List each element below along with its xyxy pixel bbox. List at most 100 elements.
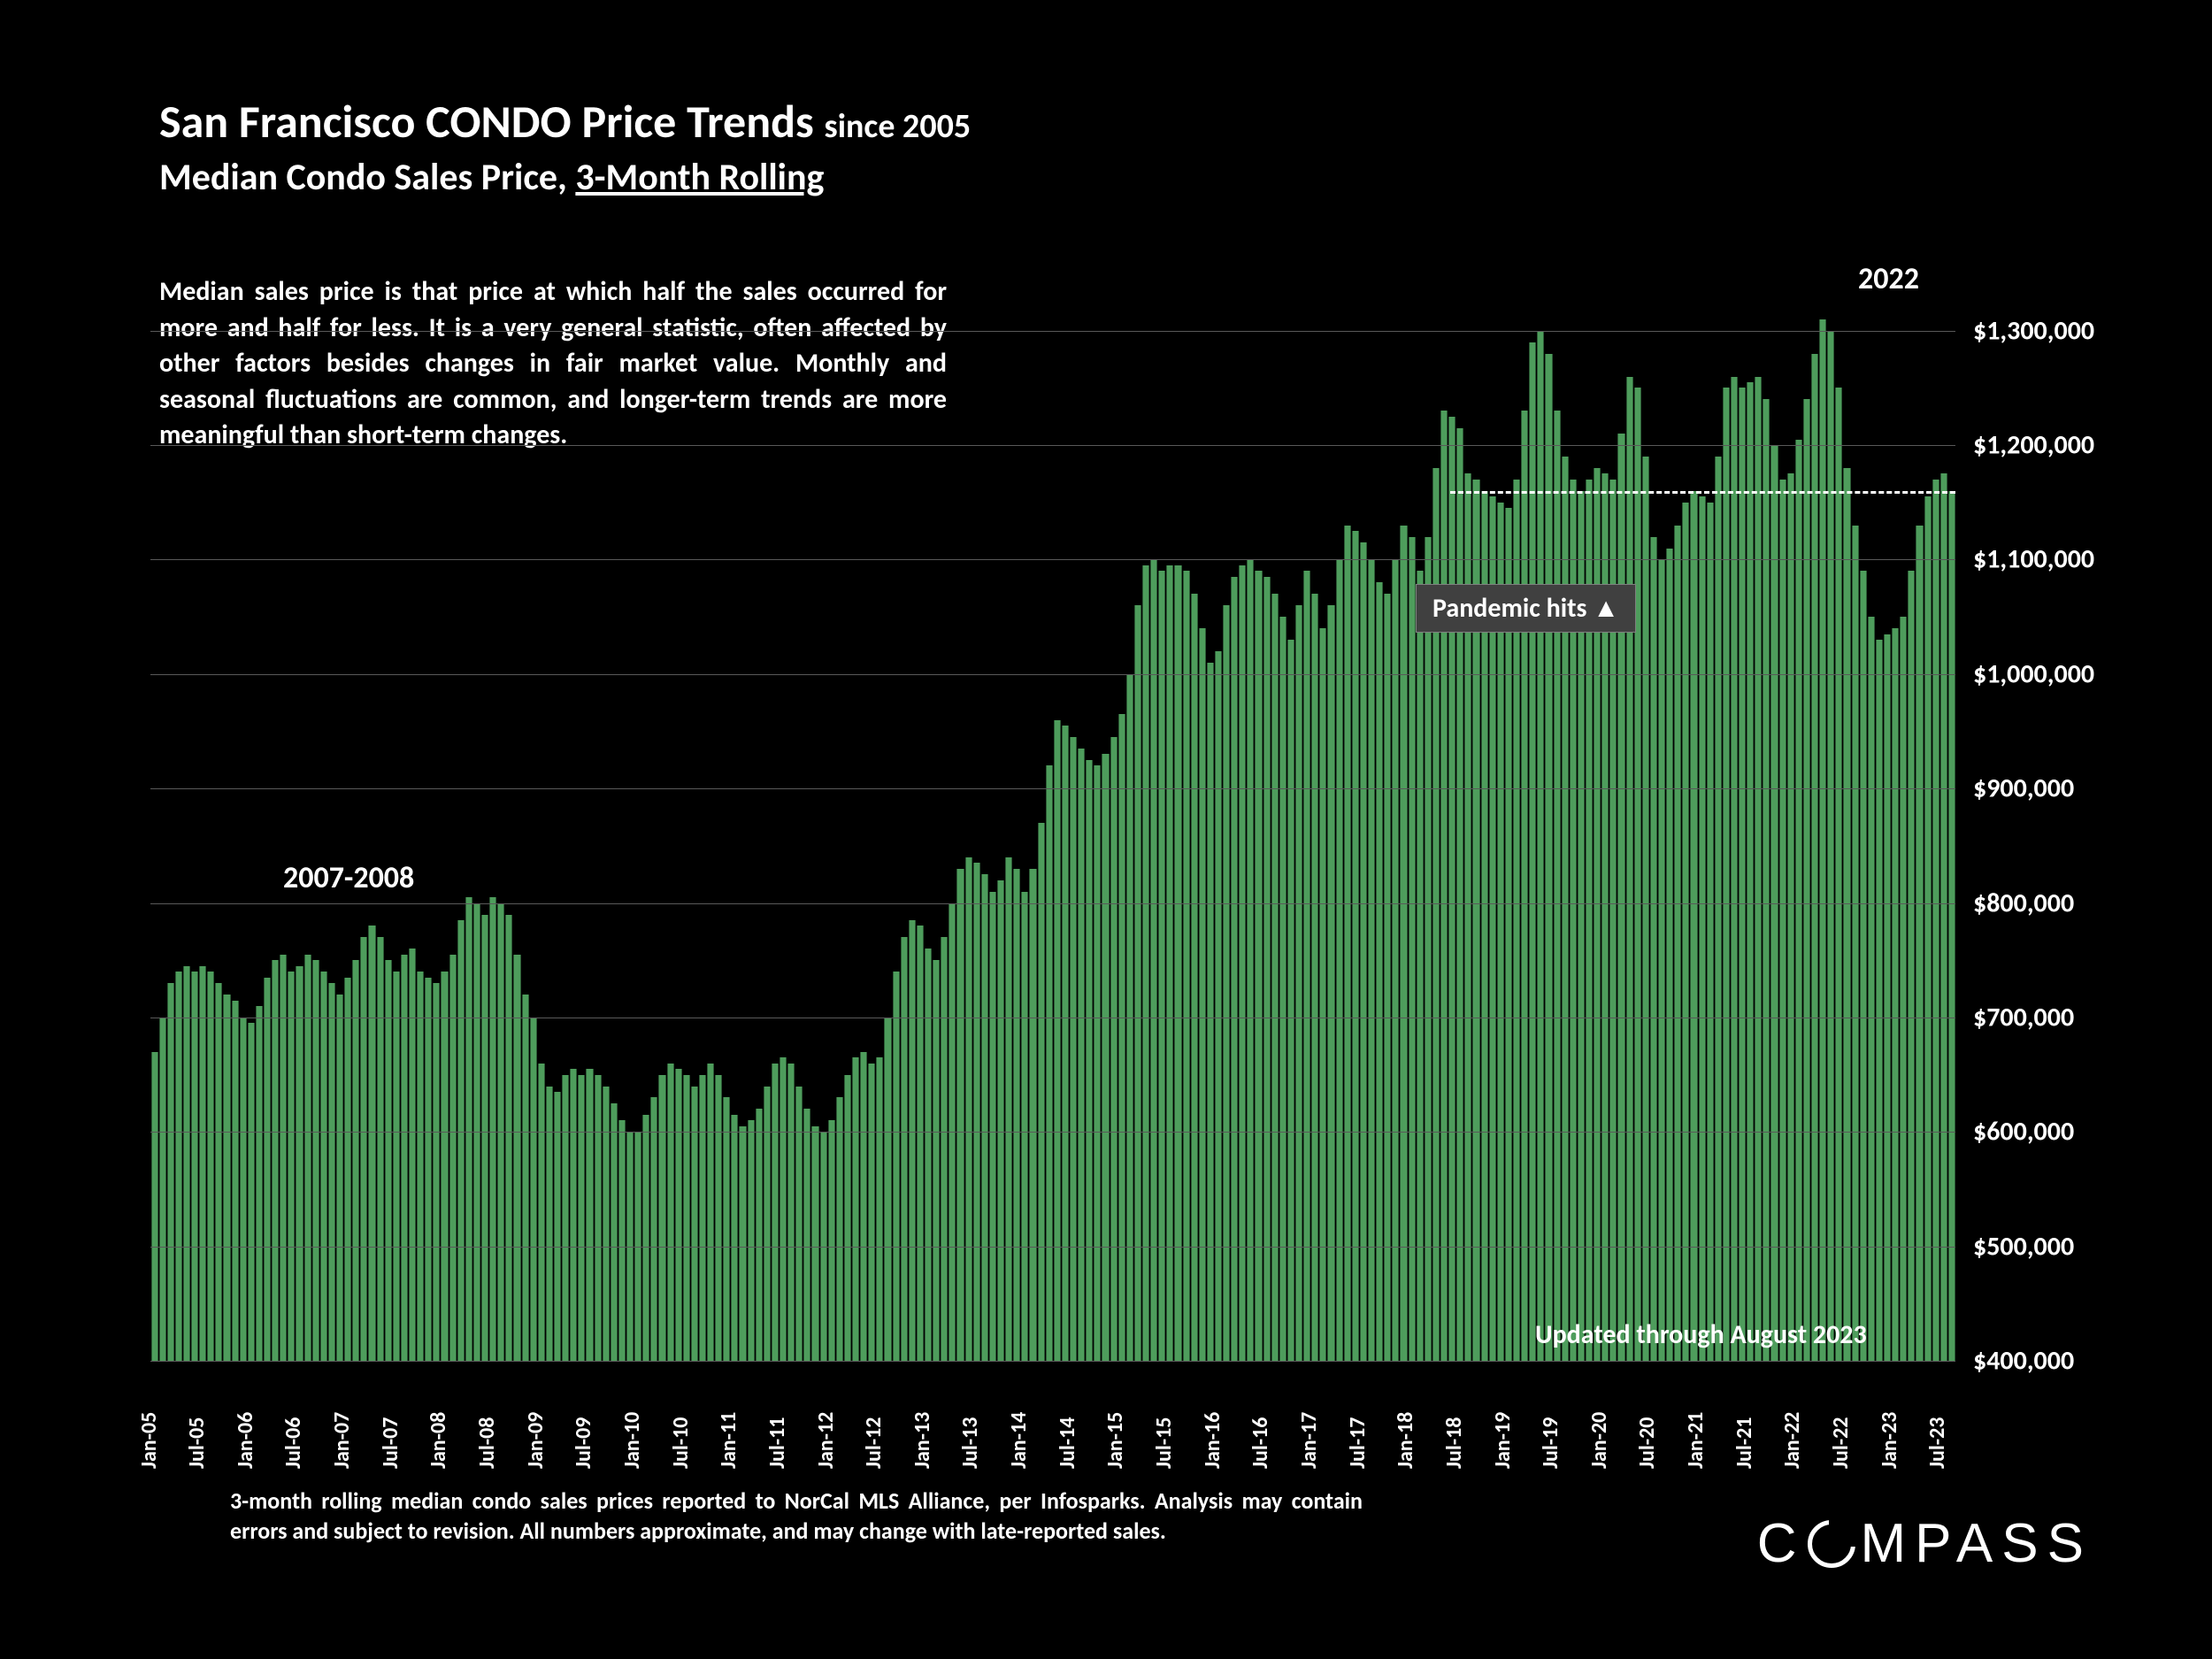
bar [441,972,448,1361]
bar [618,1120,626,1361]
bar [1231,577,1238,1361]
annotation-pandemic: Pandemic hits ▲ [1416,584,1636,633]
logo-text-mpass: MPASS [1861,1512,2093,1575]
bar-series [150,285,1955,1361]
bar [925,949,932,1361]
title-since: since 2005 [825,106,972,147]
bar [803,1109,810,1361]
bar [965,857,972,1361]
bar [828,1120,835,1361]
bar [546,1087,553,1361]
bar [642,1115,649,1361]
bar [1166,565,1173,1361]
bar [1650,537,1657,1361]
bar [368,926,375,1361]
bar [997,880,1004,1361]
bar [1545,354,1552,1361]
x-tick-label: Jul-06 [280,1417,306,1469]
bar [707,1064,714,1361]
bar [530,1018,537,1361]
bar [1731,377,1738,1362]
bar [1005,857,1012,1361]
bar [1295,605,1302,1361]
bar [1747,382,1754,1361]
bar [1360,542,1367,1361]
bar [1070,737,1077,1361]
bar [1940,473,1947,1361]
bar [457,920,465,1361]
bar [1682,503,1689,1361]
bar [1803,399,1810,1361]
bar [538,1064,545,1361]
bar [159,1018,166,1361]
bar [1376,582,1383,1361]
y-tick-label: $800,000 [1973,887,2074,919]
annotation-2007-2008: 2007-2008 [283,860,414,896]
bar [320,972,327,1361]
bar [1456,428,1463,1361]
y-tick-label: $1,200,000 [1973,429,2094,462]
y-tick-label: $500,000 [1973,1230,2074,1263]
bar [1634,388,1641,1361]
bar [1062,726,1069,1361]
bar [312,960,319,1361]
x-tick-label: Jul-20 [1634,1417,1660,1469]
bar-chart [150,285,1955,1361]
x-axis: Jan-05Jul-05Jan-06Jul-06Jan-07Jul-07Jan-… [150,1363,1955,1469]
bar [1287,640,1294,1361]
bar [764,1087,771,1361]
bar [167,983,174,1361]
x-tick-label: Jul-08 [474,1417,500,1469]
bar [956,869,964,1361]
bar [1852,526,1859,1361]
y-tick-label: $600,000 [1973,1116,2074,1148]
bar [1207,663,1214,1361]
x-tick-label: Jul-05 [184,1417,210,1469]
bar [207,972,214,1361]
bar [1029,869,1036,1361]
bar [1319,628,1326,1361]
bar [1787,473,1794,1361]
bar [852,1057,859,1361]
bar [1779,480,1786,1361]
bar [973,863,980,1361]
bar [1626,377,1633,1362]
bar [1215,651,1222,1361]
bar [1690,491,1697,1361]
x-tick-label: Jul-15 [1151,1417,1177,1469]
bar [1666,549,1673,1361]
bar [731,1115,738,1361]
bar [667,1064,674,1361]
x-tick-label: Jul-17 [1345,1417,1371,1469]
bar [723,1097,730,1361]
annotation-updated: Updated through August 2023 [1535,1318,1867,1351]
y-tick-label: $700,000 [1973,1001,2074,1033]
bar [199,966,206,1361]
bar [933,960,940,1361]
bar [1303,571,1310,1361]
bar [586,1069,593,1361]
bar [1448,417,1455,1361]
bar [1352,531,1359,1361]
bar [1900,617,1907,1361]
x-tick-label: Jul-19 [1538,1417,1563,1469]
bar [280,955,287,1361]
bar [1223,605,1230,1361]
gridline [150,559,1955,560]
bar [691,1087,698,1361]
bar [611,1103,618,1361]
bar [868,1064,875,1361]
gridline [150,788,1955,789]
bar [256,1006,263,1361]
bar [675,1069,682,1361]
subtitle-a: Median Condo Sales Price, [159,155,575,200]
bar [989,892,996,1361]
y-tick-label: $900,000 [1973,772,2074,805]
bar [296,966,303,1361]
bar [1368,559,1375,1361]
x-tick-label: Jan-18 [1393,1412,1418,1469]
bar [215,983,222,1361]
bar [795,1087,803,1361]
bar [1908,571,1915,1361]
x-tick-label: Jul-11 [764,1417,790,1469]
